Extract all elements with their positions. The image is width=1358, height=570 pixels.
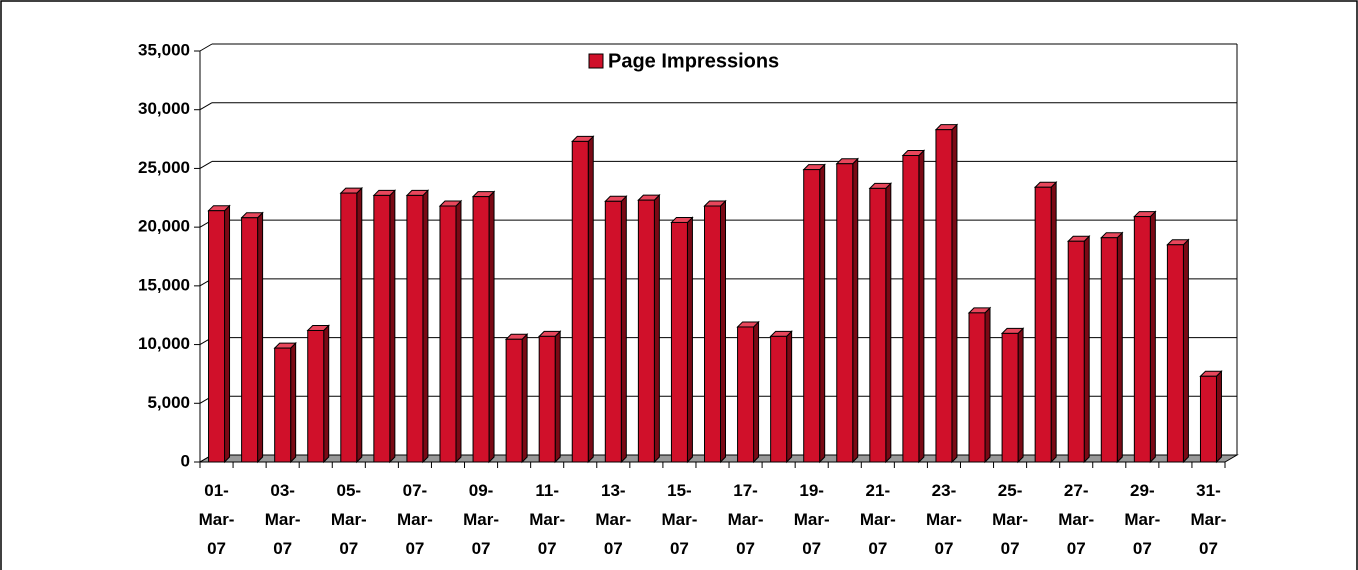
x-tick-label: 01-Mar-07 — [199, 481, 235, 558]
bar-side — [786, 330, 793, 464]
x-tick-label: 31-Mar-07 — [1191, 481, 1227, 558]
bar-side — [422, 189, 429, 464]
bar — [604, 200, 622, 463]
x-tick-label: 05-Mar-07 — [331, 481, 367, 558]
y-tick-label: 35,000 — [138, 40, 190, 59]
bar-side — [620, 195, 627, 464]
x-tick-label: 27-Mar-07 — [1058, 481, 1094, 558]
bar-side — [224, 204, 231, 464]
bar-side — [1182, 238, 1189, 464]
bar-side — [819, 163, 826, 464]
x-tick-label: 11-Mar-07 — [529, 481, 565, 558]
bar — [803, 169, 821, 463]
x-tick-label: 17-Mar-07 — [728, 481, 764, 558]
bar — [935, 129, 953, 463]
bar-side — [1116, 231, 1123, 464]
bar-side — [984, 306, 991, 464]
bar — [902, 155, 920, 463]
bar — [1133, 216, 1151, 463]
bar — [505, 338, 523, 463]
bar-side — [753, 320, 760, 464]
bar — [1001, 332, 1019, 463]
bar — [869, 187, 887, 463]
bar — [340, 192, 358, 463]
y-tick-label: 10,000 — [138, 334, 190, 353]
bar — [472, 196, 490, 463]
bar — [208, 210, 226, 463]
bar-side — [951, 123, 958, 464]
bar-side — [1050, 181, 1057, 464]
bar-side — [521, 333, 528, 464]
bar-side — [488, 190, 495, 464]
y-tick-label: 15,000 — [138, 275, 190, 294]
bar — [968, 312, 986, 463]
bar — [274, 347, 292, 463]
bar-side — [290, 341, 297, 464]
grid-slant — [199, 102, 213, 111]
grid-slant — [199, 43, 213, 52]
bar-side — [1215, 370, 1222, 464]
bar-side — [554, 330, 561, 464]
bar-side — [1149, 210, 1156, 464]
bar-side — [918, 149, 925, 464]
bar-side — [852, 157, 859, 464]
x-tick-label: 07-Mar-07 — [397, 481, 433, 558]
bar-side — [686, 216, 693, 464]
bar-side — [587, 135, 594, 464]
x-tick-label: 03-Mar-07 — [265, 481, 301, 558]
bar — [670, 221, 688, 463]
bar — [571, 140, 589, 463]
x-tick-label: 23-Mar-07 — [926, 481, 962, 558]
grid-slant — [199, 160, 213, 169]
bar-side — [323, 324, 330, 464]
bar-side — [356, 186, 363, 464]
x-tick-label: 09-Mar-07 — [463, 481, 499, 558]
bar-side — [720, 199, 726, 464]
x-tick-label: 13-Mar-07 — [595, 481, 631, 558]
bar — [439, 205, 457, 463]
bar — [770, 335, 788, 463]
bar-side — [1017, 327, 1024, 464]
x-tick-label: 15-Mar-07 — [661, 481, 697, 558]
bar-side — [455, 199, 462, 464]
bar — [836, 163, 854, 463]
y-tick-label: 30,000 — [138, 99, 190, 118]
bar — [637, 199, 655, 463]
bar — [1067, 240, 1085, 463]
x-tick-label: 21-Mar-07 — [860, 481, 896, 558]
y-tick-label: 20,000 — [138, 217, 190, 236]
bar — [1034, 186, 1052, 463]
x-tick-label: 19-Mar-07 — [794, 481, 830, 558]
bar — [307, 329, 325, 463]
bar — [373, 194, 391, 463]
bar-side — [653, 193, 660, 464]
bar — [737, 326, 755, 463]
x-tick-label: 25-Mar-07 — [992, 481, 1028, 558]
bar — [406, 194, 424, 463]
bar — [704, 205, 721, 463]
bar — [538, 335, 556, 463]
y-tick-label: 0 — [181, 451, 190, 470]
legend-swatch — [588, 53, 604, 69]
bar-side — [257, 211, 264, 464]
y-tick-label: 5,000 — [147, 393, 190, 412]
bar-side — [389, 189, 396, 464]
bar — [1100, 237, 1118, 463]
bar — [1199, 375, 1217, 463]
x-tick-label: 29-Mar-07 — [1124, 481, 1160, 558]
bar — [241, 217, 259, 463]
bar-side — [1083, 235, 1090, 464]
bar-side — [885, 182, 892, 464]
bar — [1166, 244, 1184, 463]
y-tick-label: 25,000 — [138, 158, 190, 177]
legend-label: Page Impressions — [608, 50, 779, 72]
